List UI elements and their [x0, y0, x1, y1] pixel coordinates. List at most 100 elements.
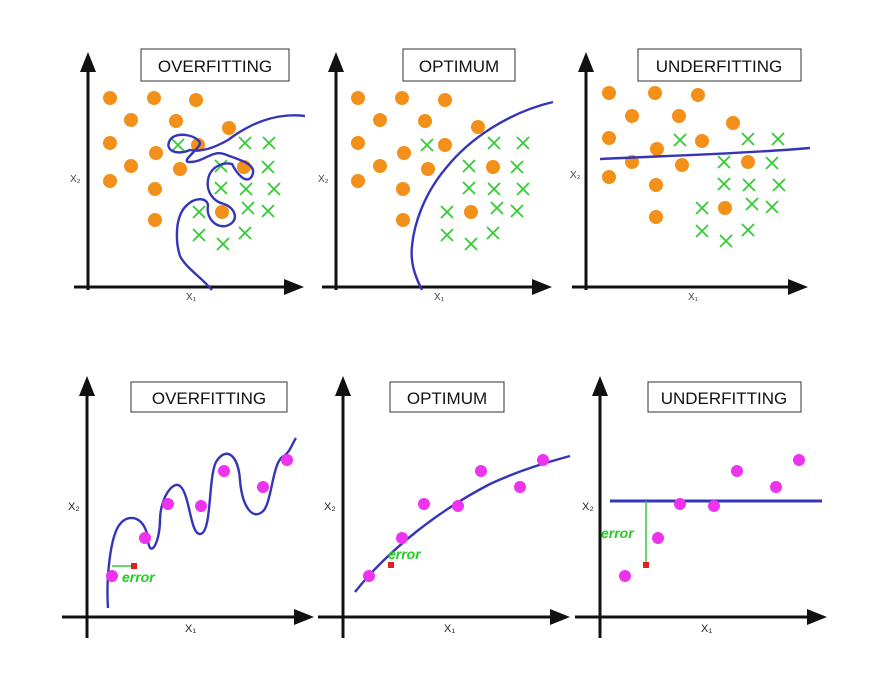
class-b-point	[695, 224, 709, 238]
class-b-point	[765, 156, 779, 170]
title-box	[637, 48, 802, 82]
class-b-point	[171, 138, 185, 152]
class-b-point	[216, 237, 230, 251]
data-points	[619, 454, 805, 582]
class-b-point	[772, 178, 786, 192]
data-point	[652, 532, 664, 544]
class-b-point	[510, 160, 524, 174]
class-b-point	[719, 234, 733, 248]
class-b-point	[695, 201, 709, 215]
y-axis-label: X₂	[68, 501, 80, 513]
class-a-point	[169, 114, 183, 128]
title-box	[647, 381, 802, 413]
class-b-points	[420, 136, 530, 251]
class-b-point	[487, 136, 501, 150]
class-a-point	[103, 174, 117, 188]
decision-boundary	[167, 114, 306, 291]
class-b-point	[464, 237, 478, 251]
error-label: error	[122, 569, 156, 585]
class-a-point	[396, 213, 410, 227]
data-point	[674, 498, 686, 510]
class-a-point	[438, 138, 452, 152]
class-a-point	[351, 91, 365, 105]
regression-panel-overfitting: X₁ X₂ OVERFITTING error	[62, 376, 314, 638]
class-a-point	[147, 91, 161, 105]
panel-title: OPTIMUM	[419, 57, 499, 76]
title-box	[389, 381, 505, 413]
class-a-point	[726, 116, 740, 130]
data-point	[537, 454, 549, 466]
class-a-point	[648, 86, 662, 100]
class-a-point	[148, 213, 162, 227]
class-b-point	[192, 205, 206, 219]
y-axis-label: X₂	[570, 170, 581, 181]
class-a-point	[650, 142, 664, 156]
data-point	[218, 465, 230, 477]
class-a-point	[438, 93, 452, 107]
panel-title: OVERFITTING	[152, 389, 266, 408]
class-a-point	[222, 121, 236, 135]
class-a-point	[373, 113, 387, 127]
class-a-point	[124, 113, 138, 127]
class-b-point	[673, 133, 687, 147]
class-a-point	[397, 146, 411, 160]
data-point	[106, 570, 118, 582]
class-b-point	[440, 205, 454, 219]
data-point	[257, 481, 269, 493]
data-point	[731, 465, 743, 477]
y-axis-arrow-icon	[80, 52, 96, 72]
y-axis-label: X₂	[70, 174, 81, 185]
class-b-point	[261, 204, 275, 218]
class-a-point	[471, 120, 485, 134]
y-axis-label: X₂	[324, 501, 336, 513]
class-a-point	[395, 91, 409, 105]
y-axis-arrow-icon	[578, 52, 594, 72]
class-b-point	[241, 201, 255, 215]
class-a-point	[351, 174, 365, 188]
class-b-point	[262, 136, 276, 150]
data-points	[363, 454, 549, 582]
y-axis-arrow-icon	[79, 376, 95, 396]
regression-panel-optimum: X₁ X₂ OPTIMUM error	[318, 376, 571, 638]
class-a-point	[149, 146, 163, 160]
class-b-point	[440, 228, 454, 242]
y-axis-label: X₂	[582, 501, 594, 513]
class-a-point	[602, 170, 616, 184]
class-b-point	[267, 182, 281, 196]
data-point	[452, 500, 464, 512]
x-axis-label: X₁	[701, 623, 712, 635]
data-point	[281, 454, 293, 466]
title-box	[402, 48, 516, 82]
data-point	[770, 481, 782, 493]
class-a-point	[173, 162, 187, 176]
class-b-point	[765, 200, 779, 214]
y-axis-arrow-icon	[592, 376, 608, 396]
x-axis-arrow-icon	[532, 279, 552, 295]
class-b-point	[486, 226, 500, 240]
data-point	[418, 498, 430, 510]
class-b-point	[462, 159, 476, 173]
class-a-point	[672, 109, 686, 123]
panel-title: OVERFITTING	[158, 57, 272, 76]
class-b-point	[238, 226, 252, 240]
class-b-point	[487, 182, 501, 196]
class-a-point	[215, 205, 229, 219]
data-point	[195, 500, 207, 512]
x-axis-arrow-icon	[550, 609, 570, 625]
class-a-point	[189, 93, 203, 107]
decision-boundary	[599, 146, 811, 161]
x-axis-arrow-icon	[788, 279, 808, 295]
fitted-curve	[106, 437, 298, 609]
panel-title: UNDERFITTING	[661, 389, 788, 408]
class-b-point	[742, 178, 756, 192]
y-axis-label: X₂	[318, 174, 329, 185]
class-a-point	[695, 134, 709, 148]
x-axis-arrow-icon	[294, 609, 314, 625]
class-a-point	[464, 205, 478, 219]
decision-boundary	[410, 100, 554, 291]
class-a-point	[602, 131, 616, 145]
class-b-point	[741, 132, 755, 146]
error-point	[388, 562, 394, 568]
panel-title: UNDERFITTING	[656, 57, 783, 76]
classification-panel-overfitting: X₁ X₂ OVERFITTING	[70, 48, 306, 303]
